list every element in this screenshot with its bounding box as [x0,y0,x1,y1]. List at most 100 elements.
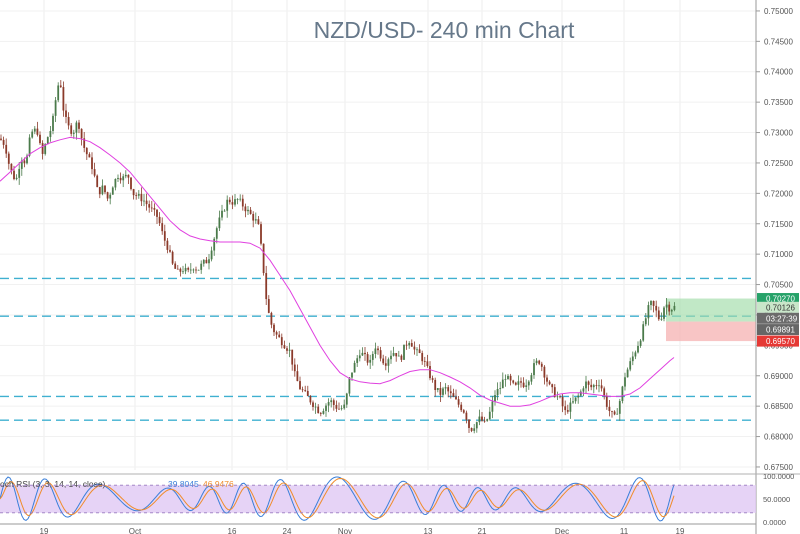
candle-body-132 [343,404,346,409]
candle-body-15 [39,134,41,144]
candle-body-40 [104,185,106,193]
candle-body-179 [465,412,468,420]
candle-body-239 [621,386,624,402]
candle-body-44 [114,178,117,188]
candle-body-105 [273,324,275,333]
candle-body-117 [304,390,307,391]
candle-body-42 [109,194,112,199]
candle-body-187 [486,419,489,421]
candle-body-195 [507,375,509,380]
risk-reward-tool[interactable] [666,298,778,342]
candle-body-62 [161,223,164,232]
moving-average-line [0,136,675,407]
chart-grid [0,0,756,470]
candle-body-253 [657,310,660,320]
candle-body-210 [546,377,548,382]
time-label-4: Nov [338,527,352,534]
profit-zone[interactable] [666,298,778,322]
candle-body-113 [293,364,296,372]
candle-body-20 [52,115,54,131]
candle-body-145 [377,348,379,351]
candle-body-174 [452,393,455,397]
candle-body-208 [540,363,543,367]
loss-zone[interactable] [666,321,778,342]
candle-body-218 [566,410,569,412]
candle-body-182 [473,428,476,431]
candle-body-76 [197,269,200,271]
candle-body-142 [369,359,372,363]
candle-body-37 [96,175,99,188]
candle-body-121 [314,406,317,408]
candle-body-6 [15,177,18,180]
candle-body-22 [57,85,60,101]
stoch-d-value: 46.9476 [203,479,234,489]
candle-body-155 [403,344,405,360]
candle-body-213 [553,387,556,397]
candle-body-241 [626,369,629,378]
price-tick-label-3: 0.73500 [764,98,793,107]
candle-body-170 [442,388,444,395]
candle-body-107 [278,334,281,338]
candle-body-115 [299,381,301,390]
candle-body-9 [23,160,26,164]
candle-body-176 [457,399,460,405]
candle-body-83 [215,228,218,239]
horizontal-levels[interactable] [0,277,756,421]
price-tick-label-5: 0.72500 [764,159,793,168]
price-tag-entry: 0.69891 [766,326,795,335]
candle-body-130 [338,408,340,410]
candle-body-149 [387,359,390,366]
candle-body-108 [280,337,283,346]
candle-body-10 [26,155,28,164]
candle-body-85 [221,210,223,218]
time-label-8: 11 [620,527,629,534]
candle-body-82 [213,238,216,251]
time-axis[interactable]: 19 Oct 16 24 Nov 13 21 Dec 11 19 [0,523,756,534]
stoch-rsi-panel[interactable]: Stoch RSI (3, 3, 14, 14, close) 39.8045 … [0,472,800,527]
chart-title: NZD/USD- 240 min Chart [314,17,575,43]
time-label-6: 21 [478,527,487,534]
candle-body-89 [231,202,234,205]
candle-body-246 [639,340,642,346]
candle-body-1 [2,139,5,145]
candle-body-77 [200,263,203,270]
candle-body-163 [423,361,426,362]
candle-body-54 [140,193,143,202]
stoch-tick-2: 0.0000 [763,518,786,527]
candle-body-200 [520,381,522,383]
candle-body-56 [145,200,148,205]
candle-body-228 [592,385,595,388]
candle-body-7 [18,168,21,178]
candle-body-72 [187,267,190,270]
candle-body-69 [179,268,182,272]
candle-body-205 [533,363,535,376]
time-label-9: 19 [676,527,685,534]
candlestick-series [0,80,676,434]
price-tag-upper: 0.70270 [766,295,795,304]
candle-body-221 [574,397,577,402]
candle-body-233 [605,396,608,407]
candle-body-38 [98,187,101,195]
stoch-label: Stoch RSI (3, 3, 14, 14, close) [0,479,106,489]
candle-body-33 [85,147,88,155]
candle-body-27 [70,125,73,134]
candle-body-88 [228,199,231,203]
stoch-tick-1: 50.0000 [763,495,790,504]
candle-body-220 [572,401,574,403]
candle-body-152 [395,353,398,357]
candle-body-154 [400,355,403,360]
candle-body-119 [309,396,312,403]
stoch-d-line [0,477,675,519]
price-axis[interactable]: 0.75000 0.74500 0.74000 0.73500 0.73000 0.725… [755,0,800,534]
candle-body-65 [169,249,171,252]
candle-body-223 [579,391,582,396]
candle-body-162 [421,353,424,362]
candle-body-235 [611,410,613,412]
candle-body-93 [241,198,244,207]
candle-body-94 [244,206,247,212]
time-label-7: Dec [555,527,569,534]
candle-body-236 [613,411,616,415]
candle-body-36 [93,169,96,176]
